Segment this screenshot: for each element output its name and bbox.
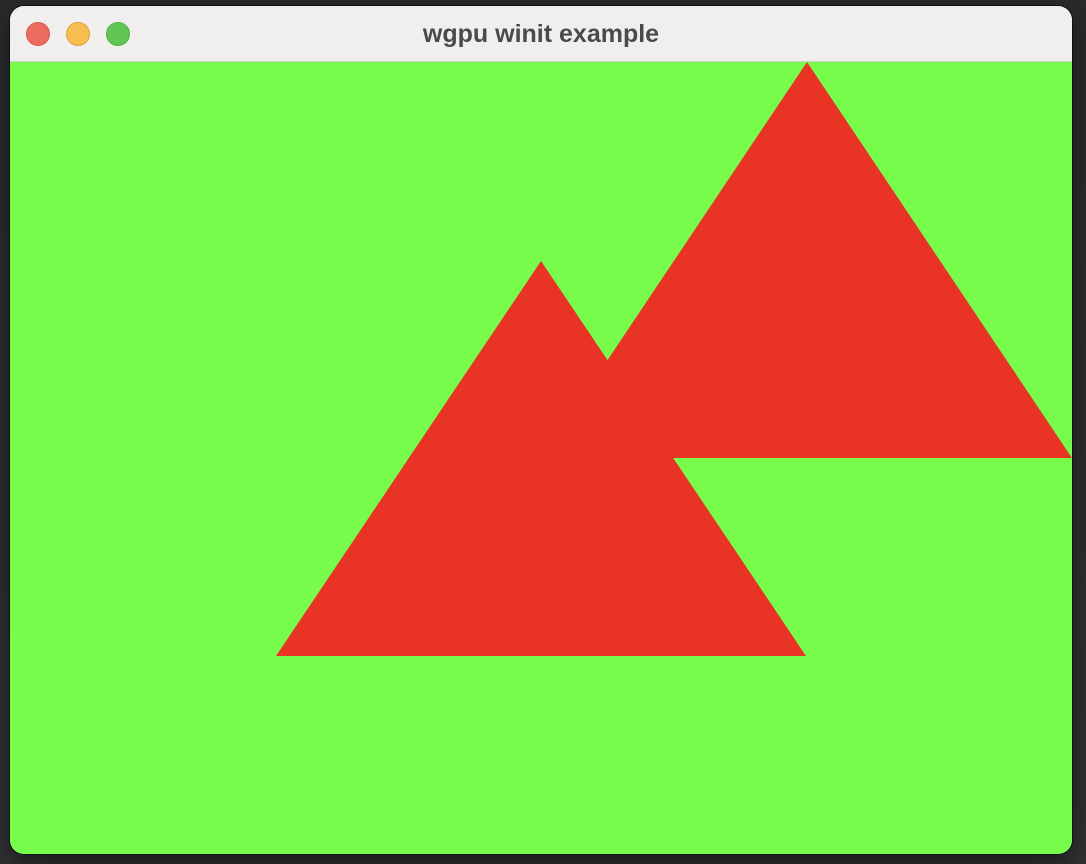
triangle-shape-front xyxy=(276,261,806,656)
render-surface[interactable] xyxy=(10,62,1072,854)
render-svg xyxy=(10,62,1072,854)
window-titlebar[interactable]: wgpu winit example xyxy=(10,6,1072,62)
zoom-button[interactable] xyxy=(106,22,130,46)
close-button[interactable] xyxy=(26,22,50,46)
triangle-shape-back xyxy=(542,62,1072,458)
minimize-button[interactable] xyxy=(66,22,90,46)
app-window: wgpu winit example xyxy=(10,6,1072,854)
window-title: wgpu winit example xyxy=(422,20,660,48)
